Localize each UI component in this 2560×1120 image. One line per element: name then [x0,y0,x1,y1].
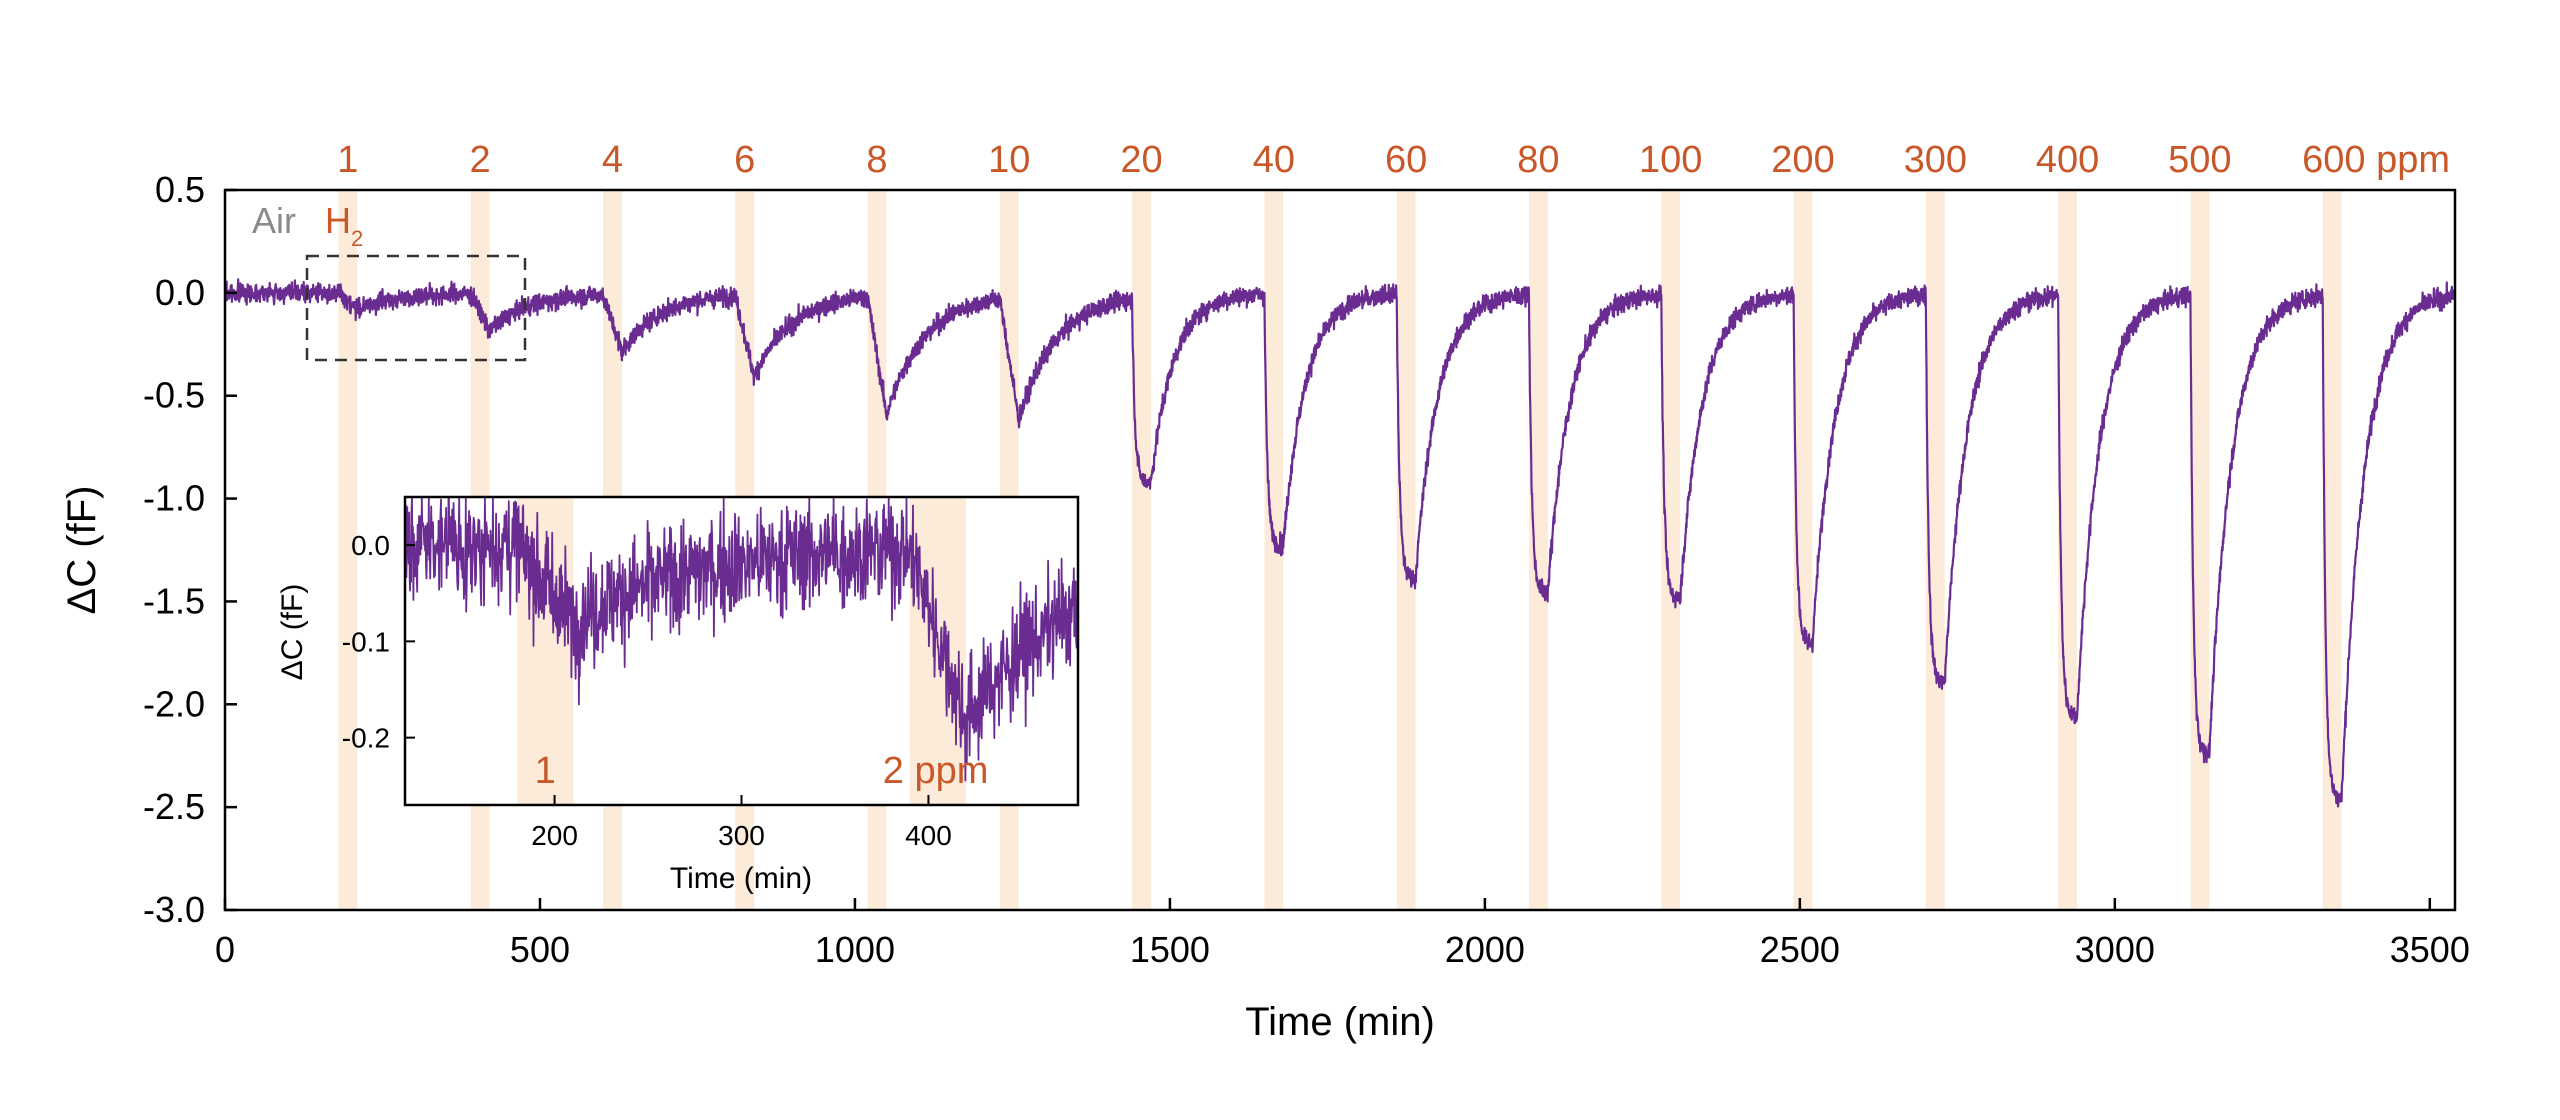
concentration-label: 600 ppm [2302,139,2450,181]
exposure-band [2058,190,2077,910]
y-tick-label: -2.5 [143,786,205,827]
y-tick-label: -0.5 [143,375,205,416]
x-tick-label: 3500 [2390,929,2470,970]
concentration-label: 40 [1253,139,1295,181]
h2-subscript: 2 [351,226,363,251]
inset-y-tick-label: -0.2 [342,723,390,754]
inset-concentration-labels: 1 2 ppm [535,750,989,792]
inset-x-axis-title: Time (min) [670,862,812,895]
inset-capacitance-trace [404,497,1079,782]
concentration-label: 500 [2168,139,2231,181]
concentration-label: 20 [1120,139,1162,181]
concentration-label: 300 [1904,139,1967,181]
concentration-label: 8 [866,139,887,181]
exposure-band [1925,190,1945,910]
inset-x-axis-ticks: 200 300 400 [531,795,952,851]
capacitance-trace [223,278,2457,808]
y-axis-ticks: 0.5 0.0 -0.5 -1.0 -1.5 -2.0 -2.5 -3.0 [143,169,237,930]
concentration-label: 6 [734,139,755,181]
inset-x-tick-label: 200 [531,820,578,851]
inset-y-axis-title: ΔC (fF) [276,584,309,681]
concentration-label: 2 [470,139,491,181]
x-axis-title: Time (min) [1245,1000,1435,1044]
inset-concentration-label: 2 ppm [883,750,989,792]
inset-y-tick-label: -0.1 [342,626,390,657]
capacitance-series [223,278,2457,808]
inset-y-tick-label: 0.0 [351,530,390,561]
x-tick-label: 500 [510,929,570,970]
concentration-label: 100 [1639,139,1702,181]
inset-capacitance-series [404,497,1079,782]
y-axis-title: ΔC (fF) [60,486,104,615]
concentration-labels: 1 2 4 6 8 10 20 40 60 80 100 200 300 400 500 600 ppm [337,139,2450,181]
y-tick-label: -2.0 [143,683,205,724]
main-plot-frame [223,188,2457,912]
inset-x-tick-label: 300 [718,820,765,851]
concentration-label: 4 [602,139,623,181]
h2-label: H [325,200,351,241]
concentration-label: 1 [337,139,358,181]
y-tick-label: -1.0 [143,478,205,519]
exposure-band [1132,190,1151,910]
exposure-band [1264,190,1284,910]
y-tick-label: 0.5 [155,169,205,210]
inset-concentration-label: 1 [535,750,556,792]
x-tick-label: 2000 [1445,929,1525,970]
x-axis-ticks: 0 500 1000 1500 2000 2500 3000 3500 [215,898,2470,970]
concentration-label: 400 [2036,139,2099,181]
exposure-band [1396,190,1416,910]
exposure-band [2190,190,2210,910]
x-tick-label: 2500 [1760,929,1840,970]
inset-x-tick-label: 400 [905,820,952,851]
y-tick-label: -3.0 [143,889,205,930]
y-tick-label: 0.0 [155,272,205,313]
inset-y-axis-ticks: 0.0 -0.1 -0.2 [342,530,415,754]
x-tick-label: 1000 [815,929,895,970]
concentration-label: 10 [988,139,1030,181]
x-tick-label: 0 [215,929,235,970]
exposure-band [1793,190,1813,910]
exposure-band [1661,190,1681,910]
x-tick-label: 3000 [2075,929,2155,970]
air-label: Air [252,200,296,241]
concentration-label: 80 [1517,139,1559,181]
x-tick-label: 1500 [1130,929,1210,970]
exposure-band [1529,190,1548,910]
concentration-label: 60 [1385,139,1427,181]
y-tick-label: -1.5 [143,580,205,621]
exposure-band [338,190,358,910]
zoom-region-box [305,254,527,362]
concentration-label: 200 [1771,139,1834,181]
